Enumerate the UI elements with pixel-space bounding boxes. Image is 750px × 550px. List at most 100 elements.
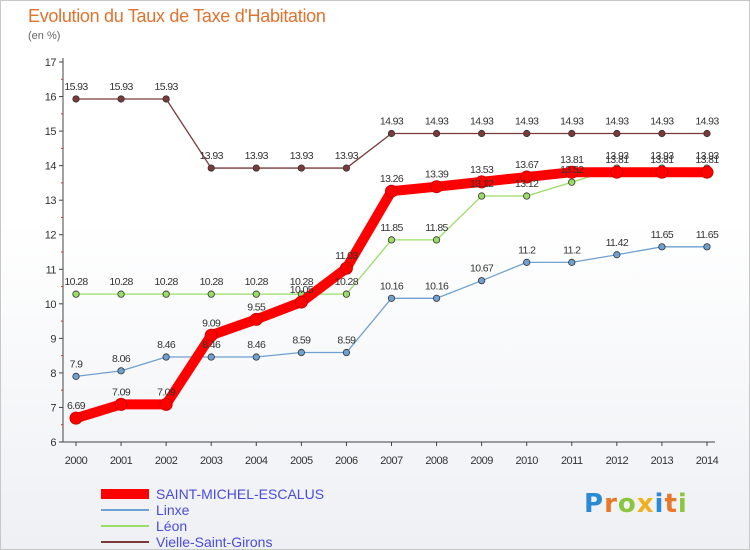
logo-letter: t (664, 489, 678, 519)
data-label: 13.93 (335, 150, 359, 162)
data-label: 13.12 (515, 178, 539, 190)
data-label: 14.93 (605, 116, 629, 128)
data-label: 14.93 (695, 116, 719, 128)
y-tick-label: 15 (45, 126, 57, 138)
data-point (162, 353, 170, 361)
data-point (658, 129, 666, 138)
data-point (475, 175, 489, 189)
data-point (610, 165, 624, 179)
data-point (387, 129, 396, 138)
data-label: 13.12 (470, 178, 494, 190)
y-tick-label: 8 (50, 368, 56, 380)
series-line-1 (75, 246, 708, 378)
data-label: 10.28 (64, 276, 88, 288)
data-point (613, 129, 621, 138)
data-point (114, 397, 128, 411)
data-point (387, 236, 396, 244)
y-tick-label: 9 (50, 333, 56, 345)
data-label: 15.93 (109, 81, 133, 93)
data-point (252, 290, 260, 298)
data-label: 11.03 (335, 250, 358, 262)
data-label: 13.93 (605, 150, 629, 162)
data-label: 13.81 (695, 154, 719, 166)
data-label: 13.67 (515, 159, 539, 171)
data-point (342, 164, 351, 172)
data-point (478, 192, 486, 200)
data-point (387, 294, 396, 302)
data-point (703, 129, 711, 138)
legend-label: Léon (156, 518, 188, 534)
data-label: 13.81 (605, 154, 629, 166)
data-point (159, 397, 173, 411)
y-tick-label: 12 (45, 230, 57, 242)
data-point (297, 164, 305, 172)
x-tick-label: 2013 (651, 455, 674, 467)
data-label: 13.81 (650, 154, 674, 166)
data-label: 13.93 (650, 150, 674, 162)
data-point (249, 312, 263, 326)
data-label: 7.09 (157, 386, 176, 398)
data-label: 11.2 (518, 244, 536, 256)
data-point (703, 243, 711, 251)
data-label: 8.59 (292, 335, 311, 347)
data-label: 10.16 (425, 280, 449, 292)
data-label: 11.65 (651, 229, 674, 241)
data-label: 10.28 (200, 276, 224, 288)
data-label: 13.53 (470, 164, 494, 176)
data-point (520, 170, 534, 184)
data-point (339, 261, 353, 275)
legend-swatch (101, 541, 149, 543)
data-label: 6.69 (67, 400, 86, 412)
legend-swatch (101, 489, 149, 499)
data-point (207, 164, 215, 172)
x-tick-label: 2009 (470, 455, 493, 467)
chart-title: Evolution du Taux de Taxe d'Habitation (28, 6, 326, 26)
data-label: 10.16 (380, 280, 404, 292)
data-point (432, 236, 441, 244)
x-tick-label: 2012 (606, 455, 629, 467)
data-point (568, 258, 576, 266)
legend-label: Linxe (156, 502, 190, 518)
data-point (162, 290, 170, 298)
data-point (204, 328, 218, 342)
data-label: 13.93 (290, 150, 314, 162)
data-label: 11.85 (380, 222, 403, 234)
data-label: 7.09 (112, 386, 131, 398)
x-tick-label: 2007 (380, 455, 403, 467)
data-point (565, 165, 579, 179)
x-tick-label: 2001 (110, 455, 133, 467)
data-label: 13.52 (560, 164, 584, 176)
data-point (252, 164, 260, 172)
proxiti-logo: Proxiti (584, 489, 688, 519)
data-point (384, 184, 398, 198)
data-point (342, 348, 351, 357)
logo-letter: i (654, 489, 665, 519)
data-label: 10.28 (290, 276, 314, 288)
data-label: 14.93 (560, 116, 584, 128)
data-label: 11.65 (696, 229, 719, 241)
data-label: 15.93 (154, 81, 178, 93)
data-label: 10.28 (109, 276, 133, 288)
data-label: 9.55 (247, 301, 266, 313)
data-label: 8.59 (337, 335, 356, 347)
x-tick-label: 2011 (561, 455, 583, 467)
data-label: 14.93 (650, 116, 674, 128)
data-point (700, 165, 714, 179)
data-label: 11.85 (425, 222, 448, 234)
line-chart: 6 7 8 9 10 11 12 13 14 15 16 17 2000 2001 2002 2003 2004… (45, 57, 720, 467)
data-label: 13.81 (560, 154, 584, 166)
data-label: 7.9 (70, 358, 84, 370)
logo-letter: r (604, 489, 618, 519)
data-label: 10.28 (245, 276, 269, 288)
data-point (72, 290, 80, 298)
data-label: 10.67 (470, 263, 494, 275)
data-label: 8.46 (157, 339, 176, 351)
data-point (523, 192, 531, 200)
data-point (162, 95, 170, 103)
data-label: 10.28 (335, 276, 359, 288)
x-tick-label: 2010 (515, 455, 538, 467)
data-point (117, 367, 125, 375)
y-tick-label: 16 (45, 92, 57, 104)
x-tick-label: 2014 (696, 455, 719, 467)
